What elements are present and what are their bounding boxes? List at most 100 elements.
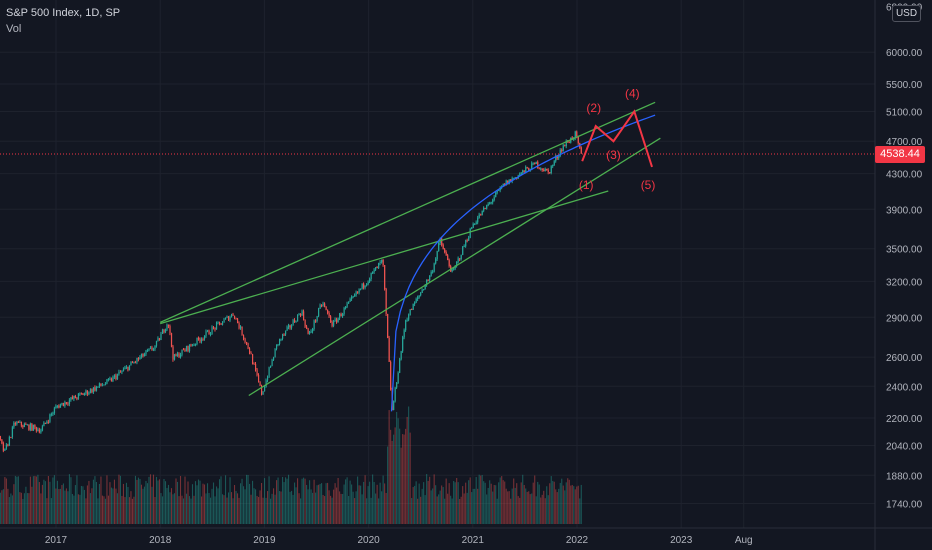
volume-bar (104, 498, 106, 524)
volume-bar (89, 493, 91, 524)
volume-bar (444, 498, 446, 524)
volume-bar (475, 477, 477, 524)
volume-bar (116, 493, 119, 524)
currency-badge[interactable]: USD (892, 5, 921, 22)
candle-body (438, 242, 440, 252)
candle-body (236, 318, 239, 324)
volume-bar (53, 475, 55, 524)
candle-body (502, 183, 504, 187)
volume-bar (501, 476, 503, 524)
candle-body (221, 322, 224, 325)
candle-body (118, 371, 120, 375)
candle-body (166, 324, 168, 330)
candle-body (382, 259, 384, 266)
candle-body (364, 285, 366, 288)
candle-body (35, 427, 38, 431)
volume-bar (565, 482, 567, 524)
candle-body (86, 390, 89, 395)
volume-bar (19, 492, 21, 524)
candle-body (555, 156, 557, 162)
volume-bar (307, 489, 309, 524)
candle-body (396, 383, 398, 388)
candle-body (492, 199, 494, 203)
candle-body (352, 296, 354, 298)
trend-line (159, 101, 656, 323)
volume-bar (164, 481, 167, 524)
candle-body (526, 167, 528, 169)
volume-bar (178, 496, 180, 524)
candle-body (333, 320, 335, 326)
volume-bar (372, 474, 374, 524)
volume-bar (85, 498, 87, 524)
volume-bar (430, 490, 432, 524)
candle-body (355, 291, 357, 296)
volume-bar (149, 474, 152, 524)
candle-body (247, 343, 249, 349)
volume-bar (232, 498, 234, 524)
candle-body (113, 375, 116, 377)
volume-bar (236, 493, 239, 524)
volume-bar (133, 496, 135, 524)
candle-body (235, 318, 237, 319)
volume-bar (552, 480, 554, 524)
volume-bar (68, 474, 70, 524)
candle-body (31, 423, 33, 431)
y-tick-label: 1740.00 (886, 500, 923, 511)
candle-body (143, 354, 146, 357)
candle-body (112, 376, 114, 382)
candle-body (369, 279, 371, 282)
volume-bar (358, 485, 360, 524)
volume-bar (61, 485, 63, 524)
candle-body (217, 322, 219, 324)
volume-bar (463, 493, 465, 524)
volume-bar (46, 498, 48, 524)
volume-bar (304, 478, 306, 524)
volume-bar (22, 498, 24, 524)
volume-label: Vol (6, 23, 22, 35)
volume-bar (74, 485, 76, 524)
candle-body (59, 404, 62, 408)
candle-body (345, 306, 347, 308)
candle-body (80, 393, 83, 395)
candle-body (41, 426, 44, 431)
volume-bar (435, 485, 437, 524)
candle-body (564, 145, 566, 147)
candle-body (315, 320, 317, 322)
candle-body (568, 142, 570, 144)
volume-bar (571, 485, 573, 524)
volume-bar (391, 440, 393, 524)
candle-body (152, 349, 155, 350)
volume-bar (514, 487, 516, 524)
candle-body (212, 327, 215, 329)
volume-bar (559, 482, 561, 524)
volume-bar (297, 478, 299, 524)
volume-bar (58, 489, 60, 524)
candle-body (17, 422, 20, 423)
candle-body (181, 349, 183, 355)
candle-body (453, 268, 455, 270)
candle-body (50, 413, 53, 415)
volume-bar (166, 487, 168, 524)
volume-bar (229, 477, 231, 524)
candle-body (511, 178, 513, 182)
volume-bar (442, 487, 444, 524)
volume-bar (324, 496, 326, 524)
volume-bar (384, 483, 386, 524)
candle-body (358, 289, 360, 293)
volume-bar (145, 480, 147, 524)
candle-body (283, 334, 285, 336)
candle-body (146, 350, 149, 352)
volume-bar (136, 479, 138, 524)
volume-bar (73, 495, 75, 524)
volume-bar (250, 494, 252, 524)
volume-bar (190, 498, 192, 524)
candle-body (191, 345, 194, 347)
volume-bar (328, 490, 330, 524)
volume-bar (191, 484, 194, 524)
volume-bar (241, 478, 243, 524)
candle-body (327, 309, 329, 313)
volume-bar (295, 487, 297, 524)
volume-bar (409, 432, 411, 524)
volume-bar (94, 476, 96, 524)
